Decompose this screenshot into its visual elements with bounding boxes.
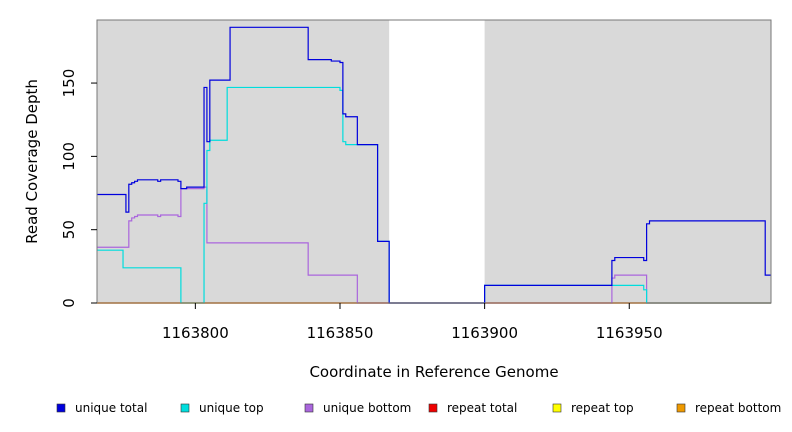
y-tick-label: 0 bbox=[60, 298, 78, 308]
y-tick-label: 150 bbox=[60, 69, 78, 98]
legend-item-repeat-top: repeat top bbox=[552, 401, 634, 415]
legend: unique total unique top unique bottom repea… bbox=[56, 401, 781, 415]
y-tick-label: 50 bbox=[60, 220, 78, 239]
legend-item-unique-bottom: unique bottom bbox=[304, 401, 411, 415]
legend-swatch bbox=[180, 403, 190, 413]
x-tick-label: 1163950 bbox=[596, 324, 663, 342]
series-line-unique-total bbox=[97, 26, 771, 304]
legend-label: repeat bottom bbox=[695, 401, 781, 415]
x-axis: 1163800 1163850 1163900 1163950 bbox=[162, 303, 663, 342]
legend-swatch bbox=[304, 403, 314, 413]
legend-swatch bbox=[56, 403, 66, 413]
x-axis-label: Coordinate in Reference Genome bbox=[309, 363, 558, 381]
legend-label: unique bottom bbox=[323, 401, 411, 415]
legend-label: repeat total bbox=[447, 401, 517, 415]
legend-swatch bbox=[552, 403, 562, 413]
legend-swatch bbox=[428, 403, 438, 413]
y-axis-label: Read Coverage Depth bbox=[23, 79, 41, 244]
y-tick-label: 100 bbox=[60, 142, 78, 171]
gap-regions bbox=[389, 20, 485, 303]
legend-label: unique total bbox=[75, 401, 147, 415]
legend-item-repeat-total: repeat total bbox=[428, 401, 517, 415]
x-tick-label: 1163850 bbox=[307, 324, 374, 342]
x-tick-label: 1163800 bbox=[162, 324, 229, 342]
series-line-unique-bottom bbox=[97, 186, 771, 304]
legend-label: unique top bbox=[199, 401, 264, 415]
legend-item-unique-total: unique total bbox=[56, 401, 147, 415]
plot-frame bbox=[96, 19, 772, 304]
legend-item-unique-top: unique top bbox=[180, 401, 264, 415]
legend-item-repeat-bottom: repeat bottom bbox=[676, 401, 781, 415]
x-tick-label: 1163900 bbox=[451, 324, 518, 342]
y-axis: 0 50 100 150 bbox=[60, 69, 97, 308]
gap-region bbox=[389, 20, 485, 303]
legend-swatch bbox=[676, 403, 686, 413]
legend-label: repeat top bbox=[571, 401, 634, 415]
